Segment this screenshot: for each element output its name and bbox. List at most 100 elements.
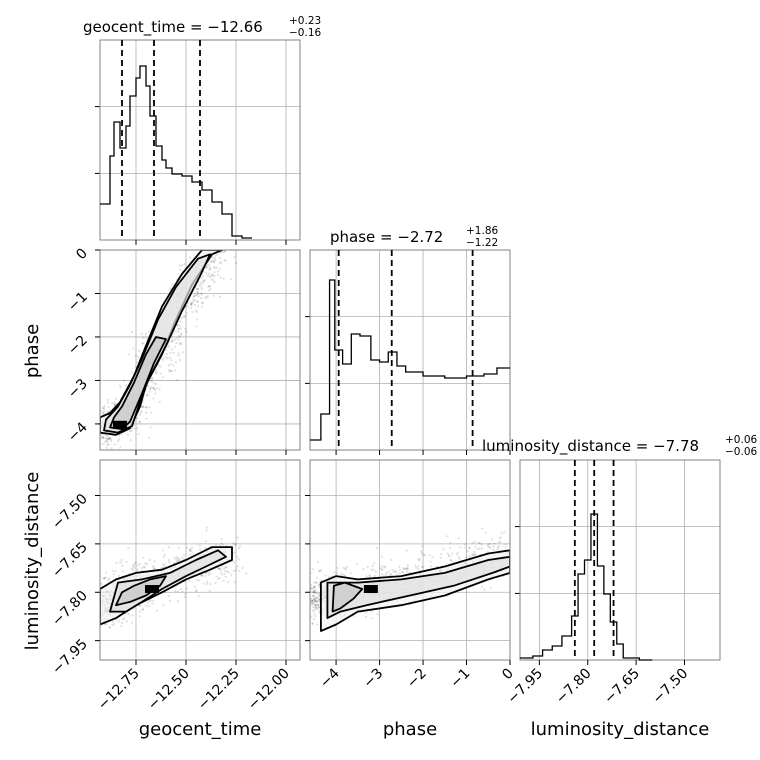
sample-point [102, 577, 105, 580]
sample-point [82, 621, 84, 623]
sample-point [405, 549, 408, 552]
sample-point [513, 543, 515, 545]
sample-point [179, 320, 182, 323]
sample-point [190, 304, 193, 307]
sample-point [342, 566, 345, 570]
sample-point [196, 310, 199, 314]
sample-point [142, 342, 145, 345]
sample-point [398, 565, 401, 568]
sample-point [177, 338, 180, 341]
sample-point [95, 415, 97, 417]
sample-point [516, 564, 518, 566]
sample-point [190, 301, 193, 304]
hist-frame [519, 459, 721, 661]
sample-point [312, 608, 315, 612]
sample-point [112, 623, 115, 626]
sample-point [130, 567, 133, 570]
sample-point [405, 570, 408, 574]
sample-point [314, 605, 317, 609]
sample-point [148, 390, 151, 393]
sample-point [221, 565, 224, 568]
sample-point [146, 394, 149, 397]
sample-point [316, 596, 319, 599]
sample-point [177, 558, 181, 562]
sample-point [200, 305, 204, 308]
sample-point [238, 547, 241, 550]
sample-point [487, 543, 490, 546]
sample-point [127, 353, 130, 356]
sample-point [94, 419, 96, 421]
sample-point [199, 296, 203, 300]
sample-point [95, 576, 97, 578]
sample-point [197, 579, 200, 582]
sample-point [301, 578, 303, 580]
sample-point [371, 564, 374, 568]
sample-point [224, 250, 227, 253]
sample-point [216, 270, 219, 273]
sample-point [192, 295, 196, 298]
sample-point [414, 564, 417, 567]
sample-point [317, 609, 321, 613]
sample-point [205, 265, 208, 268]
sample-point [488, 546, 491, 549]
sample-point [468, 547, 471, 550]
sample-point [278, 593, 280, 595]
sample-point [223, 569, 226, 573]
sample-point [213, 260, 216, 263]
sample-point [106, 410, 109, 413]
sample-point [113, 401, 116, 404]
sample-point [138, 615, 141, 618]
sample-point [138, 349, 141, 352]
sample-point [236, 565, 239, 568]
hist-bin [150, 116, 156, 240]
sample-point [119, 446, 122, 449]
sample-point [107, 578, 110, 582]
sample-point [344, 568, 347, 571]
sample-point [96, 595, 98, 597]
sample-point [305, 593, 307, 595]
sample-point [132, 347, 135, 350]
sample-point [92, 468, 94, 470]
sample-point [113, 403, 116, 406]
sample-point [402, 567, 405, 570]
sample-point [175, 341, 178, 344]
sample-point [209, 275, 212, 279]
sample-point [219, 544, 222, 547]
sample-point [94, 607, 96, 609]
ytick-label-luminosity_distance-2: −7.65 [49, 539, 91, 581]
sample-point [147, 436, 151, 439]
hist-bin [310, 440, 321, 450]
sample-point [376, 613, 379, 616]
ytick-label-phase-4: 0 [73, 246, 91, 264]
title-luminosity-distance-minus: −0.06 [725, 446, 757, 458]
sample-point [316, 604, 319, 607]
sample-point [148, 605, 151, 608]
sample-point [193, 585, 196, 588]
hist-step-outline [100, 65, 252, 239]
sample-point [365, 575, 368, 578]
sample-point [171, 340, 174, 343]
sample-point [117, 620, 120, 623]
sample-point [152, 397, 155, 400]
sample-point [492, 548, 495, 552]
hist-bin [120, 148, 126, 240]
xlabel-luminosity-distance: luminosity_distance [531, 719, 710, 740]
xtick-label-geocent_time-0: −12.75 [95, 666, 143, 714]
sample-point [138, 414, 141, 417]
sample-point [312, 610, 315, 613]
sample-point [205, 529, 208, 532]
sample-point [306, 602, 308, 604]
sample-point [220, 261, 223, 264]
sample-point [88, 454, 90, 456]
sample-point [224, 259, 227, 262]
sample-point [196, 300, 199, 303]
sample-point [373, 574, 377, 577]
sample-point [125, 384, 128, 387]
sample-point [221, 251, 224, 254]
hist-frame [309, 249, 511, 451]
hist-step-outline [310, 279, 510, 441]
sample-point [204, 296, 207, 300]
sample-point [171, 340, 174, 343]
sample-point [90, 615, 92, 617]
sample-point [178, 324, 181, 327]
